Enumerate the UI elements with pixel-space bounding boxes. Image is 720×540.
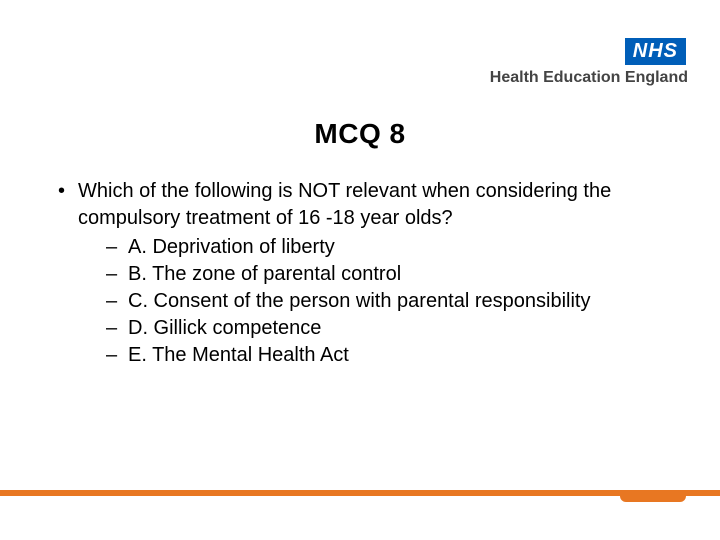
slide-title: MCQ 8	[0, 118, 720, 150]
dash-icon: –	[106, 342, 128, 369]
question-row: • Which of the following is NOT relevant…	[58, 178, 662, 232]
list-item: – B. The zone of parental control	[106, 261, 662, 288]
option-text: B. The zone of parental control	[128, 261, 662, 288]
hee-text: Health Education England	[490, 69, 688, 87]
footer-tab	[620, 490, 686, 502]
option-text: D. Gillick competence	[128, 315, 662, 342]
list-item: – D. Gillick competence	[106, 315, 662, 342]
slide-content: • Which of the following is NOT relevant…	[58, 178, 662, 369]
list-item: – E. The Mental Health Act	[106, 342, 662, 369]
dash-icon: –	[106, 315, 128, 342]
question-text: Which of the following is NOT relevant w…	[78, 178, 662, 232]
option-text: E. The Mental Health Act	[128, 342, 662, 369]
nhs-logo: NHS	[625, 38, 686, 65]
dash-icon: –	[106, 288, 128, 315]
option-text: C. Consent of the person with parental r…	[128, 288, 662, 315]
dash-icon: –	[106, 261, 128, 288]
dash-icon: –	[106, 234, 128, 261]
options-list: – A. Deprivation of liberty – B. The zon…	[106, 234, 662, 369]
list-item: – C. Consent of the person with parental…	[106, 288, 662, 315]
logo-area: NHS Health Education England	[490, 38, 688, 87]
option-text: A. Deprivation of liberty	[128, 234, 662, 261]
footer-divider	[0, 490, 720, 496]
bullet-icon: •	[58, 178, 78, 205]
list-item: – A. Deprivation of liberty	[106, 234, 662, 261]
